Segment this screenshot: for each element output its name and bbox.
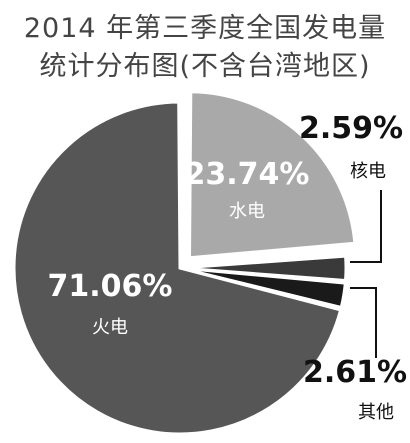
chart-title-line-1: 2014 年第三季度全国发电量	[23, 13, 387, 44]
leader-line-3	[350, 287, 377, 358]
slice-value-label-1: 23.74%	[185, 157, 310, 192]
chart-title-line-2: 统计分布图(不含台湾地区)	[39, 51, 371, 82]
slice-name-label-4: 火电	[92, 317, 128, 338]
slice-name-label-2: 核电	[350, 161, 386, 182]
pie-slice-1	[187, 90, 357, 260]
pie-slice-4	[12, 100, 343, 436]
leader-line-2	[350, 190, 382, 263]
slice-name-label-1: 水电	[229, 201, 265, 222]
slice-value-label-3: 2.61%	[303, 355, 407, 390]
pie-slice-2	[179, 254, 348, 283]
slice-value-label-4: 71.06%	[48, 269, 173, 304]
slice-value-label-2: 2.59%	[299, 111, 403, 146]
slice-name-label-3: 其他	[358, 402, 394, 423]
